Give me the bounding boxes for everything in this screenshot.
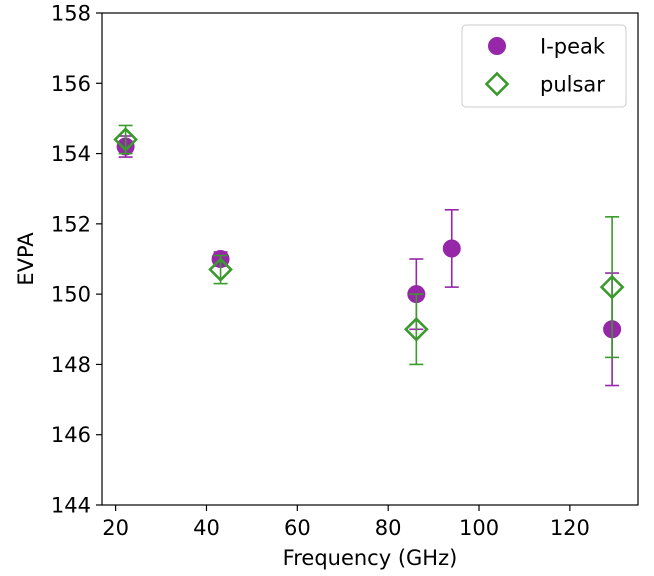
y-tick-label: 156 (51, 72, 91, 96)
plot-frame (101, 12, 639, 506)
data-point (113, 127, 138, 152)
y-tick-label: 144 (51, 494, 91, 518)
x-tick-label: 40 (193, 516, 220, 540)
legend-marker (488, 37, 506, 55)
legend-label: pulsar (540, 73, 605, 97)
x-tick-label: 20 (102, 516, 129, 540)
series-i-peak (116, 135, 622, 387)
x-tick-label: 60 (284, 516, 311, 540)
error-bar (409, 293, 424, 366)
data-point (599, 274, 625, 300)
data-point (403, 316, 429, 342)
data-point (208, 257, 233, 282)
y-tick-label: 150 (51, 283, 91, 307)
series-pulsar (113, 124, 625, 366)
axes: 20 40 60 80 100 120 144 146 148 150 152 154 156 158 (51, 2, 639, 540)
legend-label: I-peak (540, 35, 606, 59)
legend: I-peak pulsar (461, 24, 627, 108)
error-bar (605, 216, 620, 359)
y-tick-label: 148 (51, 353, 91, 377)
x-tick-label: 120 (550, 516, 590, 540)
y-tick-label: 152 (51, 212, 91, 236)
x-tick-label: 80 (375, 516, 402, 540)
data-point (442, 239, 461, 258)
x-tick-label: 100 (459, 516, 499, 540)
x-axis-label: Frequency (GHz) (283, 546, 458, 570)
y-tick-label: 146 (51, 423, 91, 447)
y-tick-label: 154 (51, 142, 91, 166)
legend-marker (484, 71, 510, 97)
plot-area (113, 124, 625, 387)
y-tick-label: 158 (51, 2, 91, 26)
y-axis-label: EVPA (14, 232, 38, 286)
